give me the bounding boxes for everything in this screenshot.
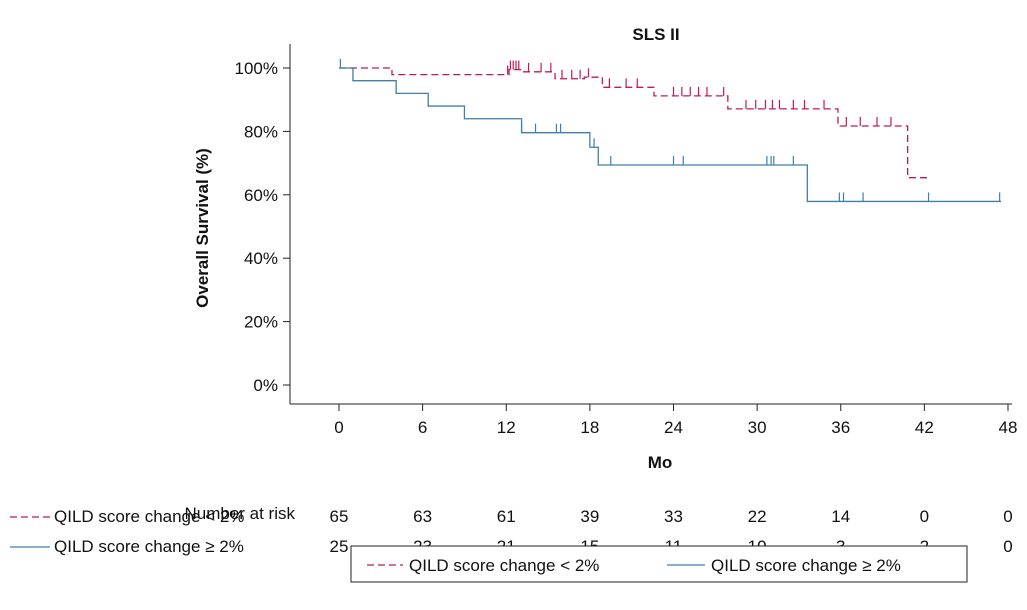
y-tick-label: 80% [244,122,278,141]
risk-count: 61 [497,507,516,526]
risk-row-label: QILD score change < 2% [54,507,244,526]
legend-box [350,545,968,583]
risk-count: 33 [664,507,683,526]
x-axis-title: Mo [648,453,673,472]
y-tick-label: 40% [244,249,278,268]
legend: QILD score change < 2% QILD score change … [350,545,968,583]
risk-count: 22 [748,507,767,526]
y-axis-title: Overall Survival (%) [193,148,212,308]
x-tick-label: 6 [418,418,427,437]
x-tick-label: 36 [831,418,850,437]
legend-label: QILD score change ≥ 2% [711,556,901,575]
risk-count: 0 [1003,507,1012,526]
risk-count: 0 [1003,537,1012,556]
risk-row-label: QILD score change ≥ 2% [54,537,244,556]
survival-curve-above-2pct [339,67,1002,203]
x-tick-label: 0 [334,418,343,437]
x-tick-label: 24 [664,418,683,437]
risk-count: 0 [920,507,929,526]
y-tick-label: 0% [253,376,278,395]
x-tick-label: 12 [497,418,516,437]
y-tick-label: 100% [235,59,278,78]
risk-count: 65 [330,507,349,526]
survival-curve-below-2pct [339,67,928,179]
risk-count: 14 [831,507,850,526]
legend-label: QILD score change < 2% [409,556,599,575]
risk-count: 63 [413,507,432,526]
risk-count: 39 [580,507,599,526]
plot-area: 0% 20% 40% 60% 80% 100% 0 6 12 18 24 30 36 42 48 [235,44,1018,437]
risk-table-title: Number at risk [184,504,295,523]
y-tick-label: 20% [244,313,278,332]
x-tick-label: 18 [580,418,599,437]
x-tick-label: 48 [999,418,1018,437]
risk-count: 25 [330,537,349,556]
x-tick-label: 30 [748,418,767,437]
x-tick-label: 42 [915,418,934,437]
chart-title: SLS II [632,25,679,44]
y-tick-label: 60% [244,186,278,205]
